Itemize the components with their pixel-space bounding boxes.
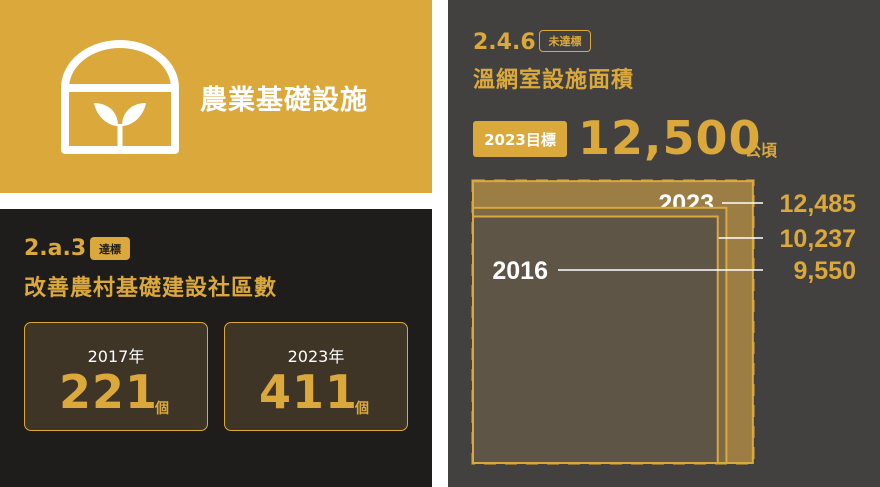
rural-card-2017: 2017年 221 個 (24, 322, 208, 431)
target-unit: 公頃 (745, 141, 778, 160)
rural-card-2023: 2023年 411 個 (224, 322, 408, 431)
rural-panel: 2.a.3 達標 改善農村基礎建設社區數 2017年 221 個 2023年 4… (0, 209, 432, 487)
hero-title: 農業基礎設施 (200, 85, 368, 116)
year-label-2016: 2016 (492, 257, 548, 285)
card-value: 411 (259, 365, 359, 419)
value-label-2019: 10,237 (780, 225, 856, 253)
hero-panel: 農業基礎設施 (0, 0, 432, 193)
target-badge: 2023目標 (473, 121, 567, 157)
value-label-2016: 9,550 (793, 257, 856, 285)
rural-subtitle: 改善農村基礎建設社區數 (24, 276, 278, 301)
rural-status-badge: 達標 (90, 237, 130, 260)
greenhouse-code: 2.4.6 (473, 30, 536, 55)
greenhouse-subtitle: 溫網室設施面積 (473, 68, 635, 93)
greenhouse-sprout-icon (61, 40, 179, 154)
target-value: 12,500 (578, 111, 762, 165)
value-label-2023: 12,485 (780, 190, 857, 218)
greenhouse-status-badge: 未達標 (539, 30, 591, 52)
card-unit: 個 (155, 401, 169, 417)
area-square-2016 (472, 215, 719, 464)
rural-code: 2.a.3 (24, 236, 87, 261)
card-value: 221 (59, 365, 159, 419)
card-unit: 個 (355, 401, 369, 417)
card-year: 2023年 (287, 347, 345, 366)
card-year: 2017年 (87, 347, 145, 366)
